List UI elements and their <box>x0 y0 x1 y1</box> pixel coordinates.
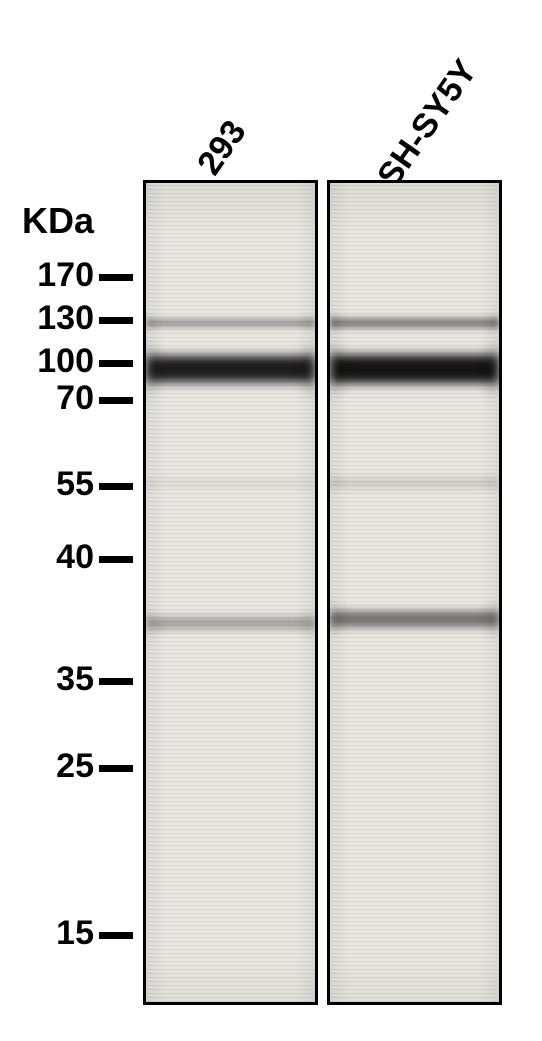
mw-tick-label: 55 <box>0 465 94 504</box>
blot-band-smear <box>475 344 499 394</box>
blot-band <box>330 318 499 328</box>
mw-tick-line <box>99 397 133 404</box>
mw-tick-label: 100 <box>0 342 94 381</box>
blot-band-smear <box>330 314 354 332</box>
blot-band <box>146 480 315 486</box>
blot-band-smear <box>291 612 315 634</box>
mw-tick-line <box>99 360 133 367</box>
mw-tick-label: 15 <box>0 914 94 953</box>
mw-tick-label: 25 <box>0 747 94 786</box>
mw-tick-label: 35 <box>0 660 94 699</box>
mw-tick-label: 40 <box>0 538 94 577</box>
unit-label: KDa <box>22 200 94 242</box>
blot-band-smear <box>146 316 170 330</box>
blot-band-smear <box>146 478 170 489</box>
blot-band <box>330 479 499 487</box>
blot-band-smear <box>330 476 354 490</box>
lane-label: 293 <box>190 114 254 183</box>
blot-band-smear <box>146 612 170 634</box>
lane-label: SH-SY5Y <box>370 53 485 195</box>
blot-band-smear <box>475 605 499 634</box>
mw-tick-line <box>99 678 133 685</box>
mw-tick-line <box>99 274 133 281</box>
blot-band-smear <box>146 346 170 393</box>
mw-tick-line <box>99 483 133 490</box>
lane-sh-sy5y <box>327 180 502 1005</box>
blot-band <box>146 356 315 382</box>
lane-293 <box>143 180 318 1005</box>
blot-band-smear <box>475 476 499 490</box>
mw-tick-line <box>99 765 133 772</box>
mw-tick-line <box>99 556 133 563</box>
mw-tick-label: 170 <box>0 256 94 295</box>
blot-band-smear <box>330 605 354 634</box>
western-blot-figure: KDa 293 SH-SY5Y 170 130 10070 55 40 35 25 15 <box>0 0 542 1041</box>
blot-band-smear <box>291 346 315 393</box>
blot-band-smear <box>291 316 315 330</box>
blot-band <box>146 319 315 327</box>
blot-band-smear <box>291 478 315 489</box>
blot-band-smear <box>475 314 499 332</box>
blot-band <box>330 611 499 627</box>
blot-band <box>146 617 315 629</box>
mw-tick-label: 70 <box>0 379 94 418</box>
mw-tick-line <box>99 932 133 939</box>
blot-band <box>330 355 499 383</box>
blot-band-smear <box>330 344 354 394</box>
mw-tick-label: 130 <box>0 299 94 338</box>
mw-tick-line <box>99 317 133 324</box>
